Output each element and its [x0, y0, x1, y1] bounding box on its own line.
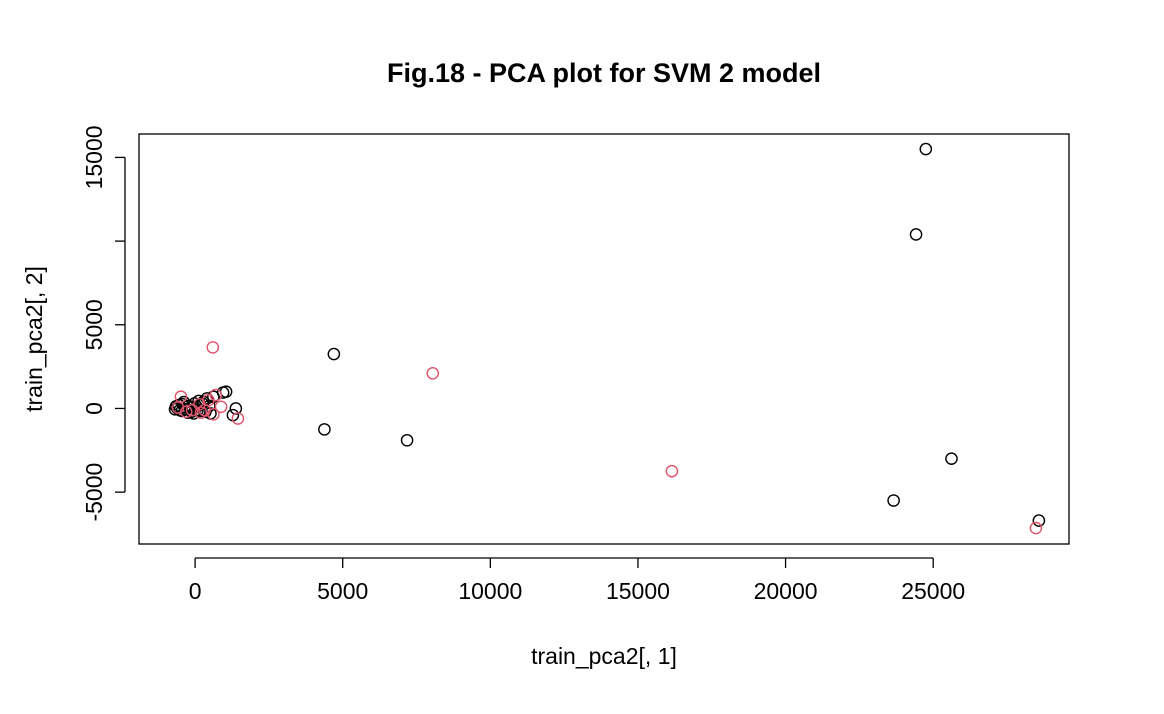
x-tick-label: 20000 [754, 578, 818, 604]
x-tick-label: 10000 [458, 578, 522, 604]
x-tick-label: 0 [189, 578, 202, 604]
x-axis-label: train_pca2[, 1] [531, 643, 677, 669]
x-axis: 0 5000 10000 15000 20000 25000 [189, 557, 965, 604]
data-point [202, 393, 215, 407]
data-point [231, 412, 245, 425]
data-point [327, 347, 341, 361]
data-point [909, 228, 923, 241]
y-axis-label: train_pca2[, 2] [21, 266, 47, 412]
data-point [194, 406, 208, 419]
data-point [887, 494, 900, 507]
x-tick-label: 15000 [606, 578, 670, 604]
data-point [214, 400, 228, 414]
data-point [919, 142, 933, 156]
data-point [426, 367, 440, 380]
x-tick-label: 25000 [901, 578, 965, 604]
y-axis: -5000 0 5000 15000 [81, 125, 126, 522]
data-point [171, 401, 185, 414]
data-point [665, 464, 679, 478]
chart-title: Fig.18 - PCA plot for SVM 2 model [387, 58, 821, 88]
y-tick-label: -5000 [81, 463, 107, 522]
data-point [945, 452, 958, 465]
data-point [229, 402, 243, 415]
y-tick-label: 0 [81, 402, 107, 415]
data-point [318, 423, 331, 436]
data-point [193, 404, 206, 418]
data-point [1029, 521, 1043, 535]
data-points [168, 142, 1046, 535]
data-point [1032, 514, 1046, 527]
data-point [400, 433, 414, 447]
x-tick-label: 5000 [317, 578, 368, 604]
y-tick-label: 15000 [81, 125, 107, 189]
data-point [206, 341, 220, 354]
plot-frame [138, 133, 1070, 545]
y-tick-label: 5000 [81, 299, 107, 350]
